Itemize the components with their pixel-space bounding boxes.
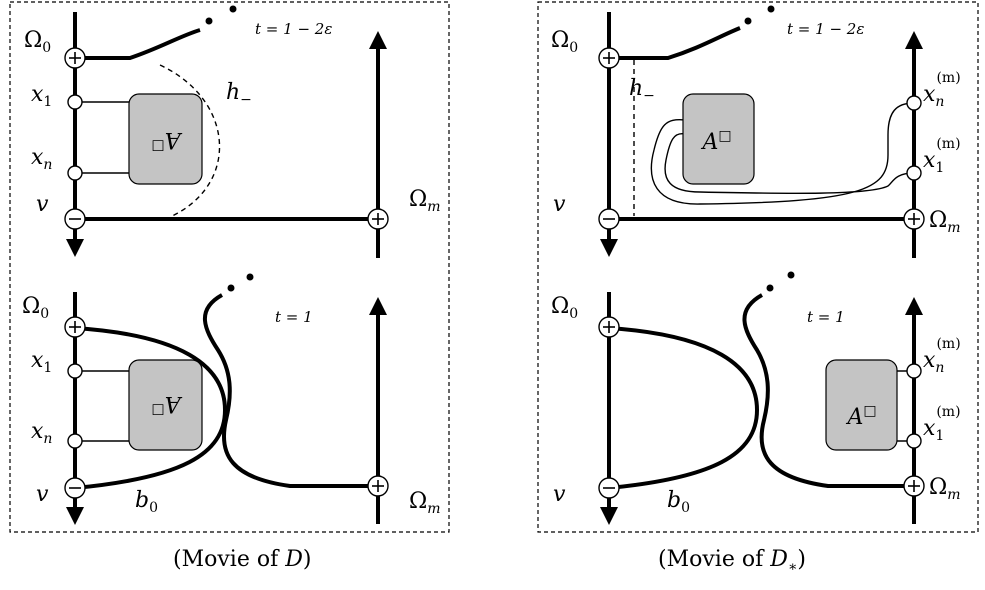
x1-label: x1(m) [923, 404, 961, 444]
h-minus-label: h− [629, 76, 655, 104]
a-box [825, 359, 898, 451]
t-label: t = 1 − 2ε [255, 20, 332, 38]
right-frame [537, 1, 979, 533]
box-label: A□ [700, 128, 731, 155]
v-label: v [36, 482, 49, 507]
dot [205, 17, 213, 25]
dot [246, 273, 254, 281]
omegam-label: Ωm [409, 489, 441, 517]
left-panel: A□ t = 1 − 2ε Ω0 x1 xn v h− Ωm [9, 1, 450, 572]
x1-label: x1(m) [923, 136, 961, 176]
box-label: A□ [845, 403, 876, 430]
svg-text:A□: A□ [151, 391, 182, 418]
dot [787, 271, 795, 279]
omegam-label: Ωm [409, 187, 441, 215]
right-top-frame: A□ t = 1 − 2ε Ω0 h− xn(m) x1(m) v Ωm [551, 5, 961, 258]
xn-node [906, 95, 922, 111]
svg-text:A□: A□ [151, 127, 182, 154]
x1-node [906, 165, 922, 181]
omega0-label: Ω0 [551, 294, 578, 322]
h-minus-label: h− [226, 80, 252, 108]
a-box [682, 93, 755, 185]
xn-label: xn [31, 419, 52, 447]
rotated-box-label: A□ [151, 127, 182, 154]
t-label: t = 1 [807, 308, 845, 326]
left-caption: (Movie of D) [173, 547, 311, 572]
dot [766, 284, 774, 292]
right-bottom-frame: A□ t = 1 Ω0 xn(m) x1(m) v b0 Ωm [551, 271, 961, 525]
left-frame [9, 1, 450, 533]
plus-node [367, 208, 389, 230]
dot [229, 5, 237, 13]
x1-node [67, 94, 83, 110]
snake-curve [202, 293, 378, 488]
plus-node [903, 475, 925, 497]
a-box [128, 359, 203, 451]
dot [767, 5, 775, 13]
plus-node [598, 316, 620, 338]
xn-label: xn(m) [923, 336, 961, 376]
x1-node [67, 363, 83, 379]
snake-curve [742, 293, 914, 488]
xn-label: xn(m) [923, 70, 961, 110]
loop-curve-inner [664, 133, 915, 195]
v-label: v [553, 482, 566, 507]
dot [744, 17, 752, 25]
x1-label: x1 [31, 82, 52, 110]
t-label: t = 1 − 2ε [787, 20, 864, 38]
x1-node [906, 433, 922, 449]
omega0-label: Ω0 [551, 28, 578, 56]
right-panel: A□ t = 1 − 2ε Ω0 h− xn(m) x1(m) v Ωm [537, 1, 979, 575]
xn-node [906, 363, 922, 379]
plus-node [64, 47, 86, 69]
omega0-label: Ω0 [22, 294, 49, 322]
b0-curve [74, 326, 228, 490]
dot [227, 284, 235, 292]
minus-node [598, 477, 620, 499]
rotated-box-label: A□ [151, 391, 182, 418]
t-label: t = 1 [275, 308, 313, 326]
right-top-curve [609, 26, 741, 60]
v-label: v [36, 192, 49, 217]
loop-curve-outer [650, 102, 915, 205]
right-caption: (Movie of D∗) [658, 547, 806, 575]
plus-node [64, 316, 86, 338]
xn-node [67, 165, 83, 181]
plus-node [367, 475, 389, 497]
minus-node [598, 208, 620, 230]
omegam-label: Ωm [929, 208, 961, 236]
left-bottom-frame: A□ t = 1 Ω0 x1 xn v b0 Ωm [22, 273, 441, 525]
omegam-label: Ωm [929, 475, 961, 503]
omega0-label: Ω0 [24, 28, 51, 56]
b0-curve [608, 326, 760, 490]
left-top-curve [75, 28, 201, 60]
left-top-frame: A□ t = 1 − 2ε Ω0 x1 xn v h− Ωm [24, 5, 441, 258]
minus-node [64, 208, 86, 230]
plus-node [903, 208, 925, 230]
h-minus-dashed-curve [159, 64, 221, 218]
xn-node [67, 433, 83, 449]
a-box [128, 93, 203, 185]
x1-label: x1 [31, 348, 52, 376]
v-label: v [553, 192, 566, 217]
plus-node [598, 47, 620, 69]
minus-node [64, 477, 86, 499]
b0-label: b0 [667, 488, 690, 516]
xn-label: xn [31, 145, 52, 173]
b0-label: b0 [135, 488, 158, 516]
